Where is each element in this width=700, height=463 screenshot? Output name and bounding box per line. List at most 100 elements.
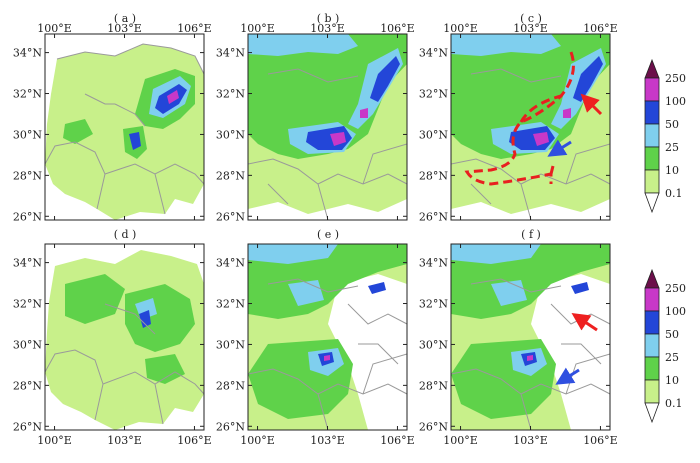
colorbar-bottom: 250 100 50 25 10 0.1 [644,268,686,424]
colorbar-label: 100 [665,95,686,108]
blue-arrow [555,367,580,385]
lon-tick-label: 106°E [380,22,415,35]
lat-tick-label: 34°N [419,47,448,60]
lat-tick-label: 26°N [216,420,245,433]
precip-none [451,199,610,220]
precip-25 [451,34,561,56]
lat-tick-label: 32°N [216,298,245,311]
lat-tick-label: 32°N [13,88,42,101]
precip-50 [139,310,151,328]
lon-tick-label: 106°E [583,434,618,447]
precip-field [45,250,204,430]
panel-label: ( e ) [317,228,339,241]
lon-tick-label: 100°E [240,22,275,35]
lat-tick-label: 30°N [13,338,42,351]
lon-tick-label: 103°E [107,434,142,447]
lat-tick-label: 34°N [216,47,245,60]
colorbar-label: 0.1 [665,187,683,200]
province-borders [45,43,204,215]
precip-50 [306,126,352,150]
panel-b: ( b ) [247,12,408,221]
lon-tick-label: 103°E [107,22,142,35]
panel-a: ( a ) [44,12,205,221]
panel-label: ( b ) [317,12,340,25]
colorbar-label: 25 [665,141,679,154]
panel-c: ( c ) [450,12,611,221]
red-arrow [580,93,603,116]
colorbar-swatch-10 [644,146,660,171]
panel-label: ( f ) [521,228,541,241]
province-borders [45,303,204,425]
lat-tick-label: 32°N [419,298,448,311]
precip-none [328,274,407,430]
lat-tick-label: 28°N [13,379,42,392]
panel-label: ( c ) [520,12,542,25]
colorbar-swatch-100 [644,287,660,312]
lon-tick-label: 106°E [177,434,212,447]
colorbar-swatch-50 [644,100,660,125]
lat-tick-label: 26°N [419,210,448,223]
colorbar-label: 250 [665,282,686,295]
lat-tick-label: 34°N [13,47,42,60]
lat-tick-label: 28°N [419,169,448,182]
lat-tick-label: 26°N [419,420,448,433]
lat-tick-label: 26°N [13,420,42,433]
lon-tick-label: 103°E [513,434,548,447]
colorbar-swatch-100 [644,77,660,102]
blue-arrow [547,139,572,157]
precip-10 [451,34,610,159]
lat-tick-label: 28°N [13,169,42,182]
colorbar-cap-bottom [644,192,660,214]
colorbar-swatch-25 [644,333,660,358]
lon-tick-label: 103°E [310,22,345,35]
colorbar-top: 250 100 50 25 10 0.1 [644,58,686,214]
precip-field [45,43,204,220]
province-borders [451,68,610,220]
lat-tick-label: 30°N [216,128,245,141]
panel-d: ( d ) [44,228,205,431]
colorbar-label: 250 [665,72,686,85]
lat-tick-label: 28°N [419,379,448,392]
panel-label: ( d ) [114,228,137,241]
precip-50 [571,282,589,294]
colorbar-label: 10 [665,374,679,387]
precip-50 [509,126,555,150]
precip-100 [330,132,346,146]
colorbar-label: 100 [665,305,686,318]
colorbar-swatch-50 [644,310,660,335]
lat-tick-label: 30°N [419,338,448,351]
lon-tick-label: 103°E [310,434,345,447]
lon-tick-label: 100°E [240,434,275,447]
precip-none [531,274,610,430]
precip-field [451,34,610,220]
lat-tick-label: 34°N [216,257,245,270]
colorbar-swatch-25 [644,123,660,148]
colorbar-swatch-0.1 [644,169,660,194]
colorbar-label: 50 [665,328,679,341]
lat-tick-label: 34°N [13,257,42,270]
precip-50 [370,56,400,102]
precip-100 [563,108,571,118]
colorbar-cap-bottom [644,402,660,424]
lat-tick-label: 26°N [216,210,245,223]
precip-100 [527,355,533,361]
colorbar-label: 50 [665,118,679,131]
lon-tick-label: 100°E [37,434,72,447]
colorbar-label: 25 [665,351,679,364]
precip-25 [451,244,541,264]
colorbar-label: 10 [665,164,679,177]
precip-10 [63,119,93,144]
red-arrow [571,313,598,332]
lat-tick-label: 34°N [419,257,448,270]
precip-none [248,199,407,220]
lon-tick-label: 106°E [583,22,618,35]
precip-10 [248,34,407,159]
lat-tick-label: 28°N [216,379,245,392]
lon-tick-label: 106°E [177,22,212,35]
province-borders [248,68,407,220]
precip-10 [65,274,125,324]
precip-100 [167,90,179,104]
lon-tick-label: 100°E [37,22,72,35]
